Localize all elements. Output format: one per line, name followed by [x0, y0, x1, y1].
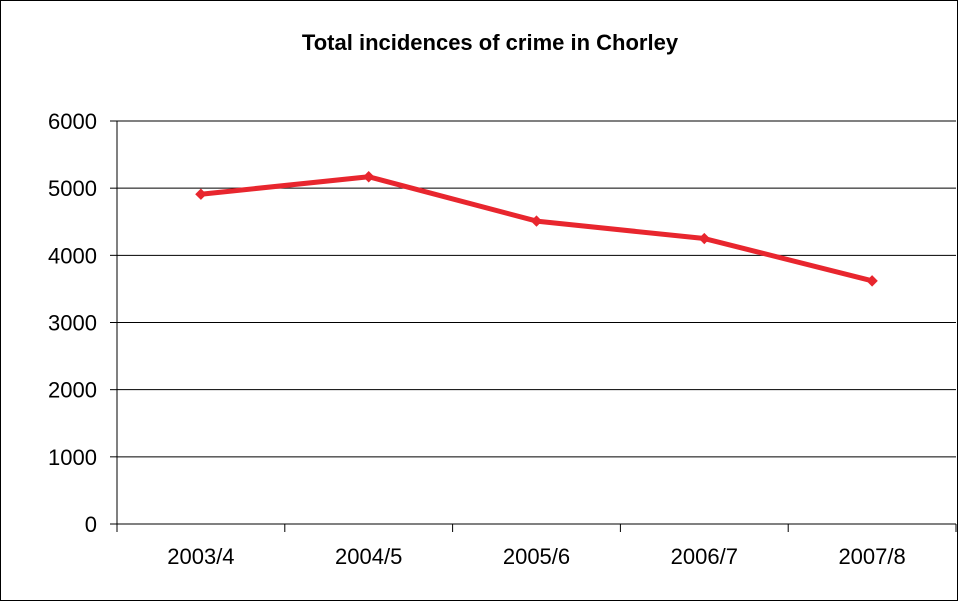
series-line [200, 174, 873, 284]
y-tick-labels: 0 1000 2000 3000 4000 5000 6000 [48, 109, 97, 537]
x-tick-label: 2006/7 [671, 544, 738, 569]
data-point [195, 188, 207, 200]
y-tick-label: 2000 [48, 378, 97, 403]
y-tick-label: 1000 [48, 445, 97, 470]
y-tick-label: 4000 [48, 243, 97, 268]
axes [110, 120, 957, 532]
y-tick-label: 6000 [48, 109, 97, 134]
x-tick-label: 2007/8 [838, 544, 905, 569]
x-tick-label: 2004/5 [335, 544, 402, 569]
data-point [698, 232, 711, 245]
x-tick-label: 2003/4 [167, 544, 234, 569]
data-point [362, 171, 375, 183]
gridlines [117, 120, 956, 458]
y-tick-label: 5000 [48, 176, 97, 201]
series-layer [195, 171, 878, 287]
data-point [866, 275, 878, 287]
chart-title: Total incidences of crime in Chorley [302, 30, 679, 55]
y-tick-label: 0 [85, 512, 97, 537]
y-tick-label: 3000 [48, 311, 97, 336]
x-tick-label: 2005/6 [503, 544, 570, 569]
data-point [530, 215, 543, 227]
x-tick-labels: 2003/4 2004/5 2005/6 2006/7 2007/8 [167, 544, 905, 569]
